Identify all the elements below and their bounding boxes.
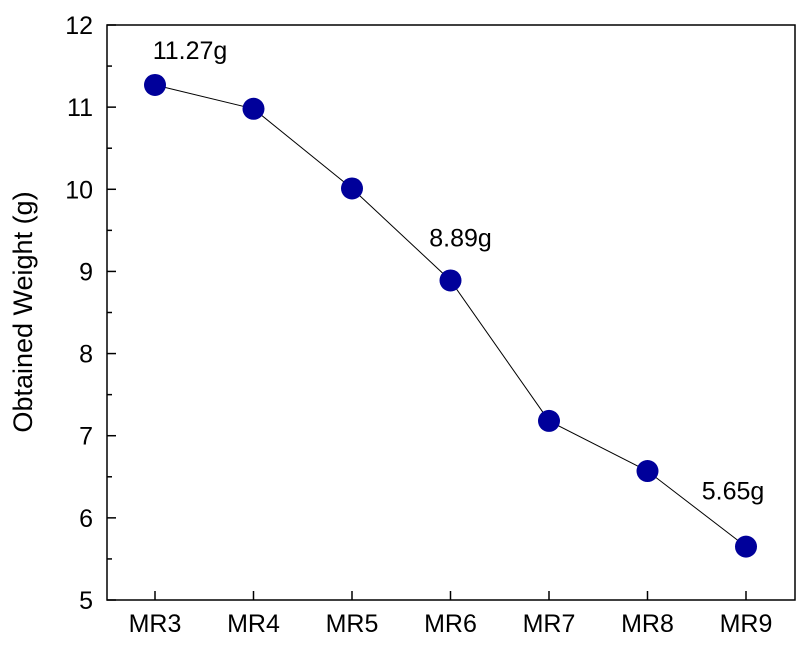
data-point: [735, 535, 757, 558]
y-axis-title: Obtained Weight (g): [8, 191, 38, 432]
data-point: [341, 177, 363, 200]
y-tick-label: 7: [79, 423, 93, 451]
data-labels: 11.27g 8.89g 5.65g: [153, 37, 765, 506]
x-tick-label: MR3: [129, 610, 182, 638]
y-tick-label: 9: [79, 258, 93, 286]
y-tick-label: 6: [79, 505, 93, 533]
x-tick-label: MR6: [424, 610, 477, 638]
x-tick-label: MR9: [720, 610, 773, 638]
data-point: [242, 97, 265, 120]
data-points: [144, 73, 757, 558]
x-axis: MR3 MR4 MR5 MR6 MR7 MR8 MR9: [129, 591, 773, 638]
data-label: 5.65g: [702, 478, 765, 506]
data-label: 8.89g: [429, 224, 492, 252]
data-point: [538, 409, 560, 432]
y-tick-label: 8: [79, 341, 93, 369]
y-tick-label: 10: [65, 176, 93, 204]
data-label: 11.27g: [153, 37, 228, 65]
plot-frame: [106, 24, 796, 601]
data-point: [144, 73, 166, 96]
data-point: [439, 269, 462, 292]
series-line: [154, 84, 747, 548]
y-axis: 5 6 7 8 9 10 11 12: [65, 12, 116, 615]
y-tick-label: 12: [65, 12, 93, 40]
x-tick-label: MR8: [621, 610, 674, 638]
y-tick-label: 11: [67, 94, 93, 122]
y-tick-label: 5: [79, 587, 93, 615]
data-point: [636, 460, 659, 483]
x-tick-label: MR4: [227, 610, 280, 638]
x-tick-label: MR7: [523, 610, 576, 638]
x-tick-label: MR5: [326, 610, 379, 638]
